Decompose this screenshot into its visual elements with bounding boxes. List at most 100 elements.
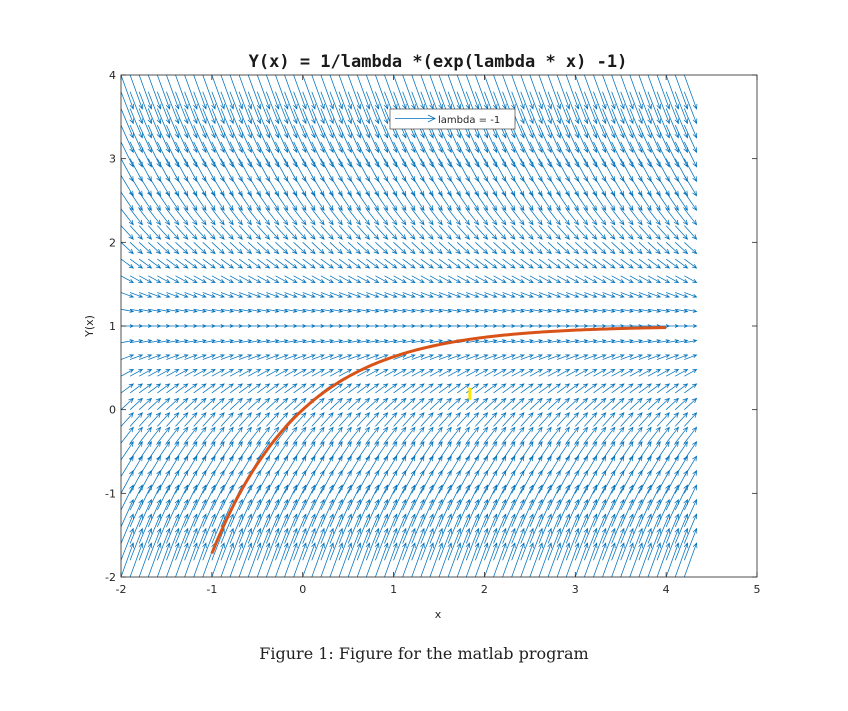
field-arrow [148, 339, 162, 344]
field-arrow [465, 527, 480, 561]
field-arrow [475, 242, 489, 255]
field-arrow [665, 426, 679, 444]
field-arrow [329, 141, 343, 168]
field-arrow [229, 108, 243, 139]
field-arrow [447, 354, 462, 360]
field-arrow [420, 426, 434, 444]
y-tick-label: -1 [105, 487, 116, 500]
field-arrow [602, 225, 616, 240]
field-arrow [465, 498, 479, 527]
solution-curve [210, 326, 667, 554]
field-arrow [121, 242, 134, 255]
field-arrow [638, 308, 653, 313]
field-arrow [502, 191, 516, 211]
field-arrow [275, 175, 289, 197]
field-arrow [302, 441, 316, 461]
field-arrow [238, 455, 252, 477]
field-arrow [393, 484, 407, 511]
field-arrow [684, 426, 698, 444]
field-arrow [375, 108, 389, 139]
field-arrow [684, 242, 698, 255]
field-arrow [157, 441, 171, 461]
field-arrow [656, 242, 670, 255]
field-arrow [166, 354, 180, 360]
field-arrow [129, 141, 143, 168]
field-arrow [293, 275, 307, 284]
field-arrow [184, 108, 198, 139]
field-arrow [256, 527, 271, 561]
field-arrow [429, 191, 443, 211]
field-arrow [284, 426, 298, 444]
field-arrow [166, 225, 180, 240]
field-arrow [575, 397, 589, 410]
field-arrow [620, 108, 634, 139]
field-arrow [184, 498, 198, 527]
field-arrow [193, 141, 207, 168]
field-arrow [211, 354, 225, 360]
field-arrow [511, 208, 525, 226]
field-arrow [429, 339, 444, 344]
field-arrow [193, 175, 207, 197]
field-arrow [220, 527, 234, 561]
field-arrow [547, 412, 561, 427]
field-arrow [593, 484, 607, 511]
field-arrow [238, 108, 252, 139]
field-arrow [447, 397, 462, 410]
field-arrow [593, 397, 607, 410]
field-arrow [420, 354, 434, 360]
field-arrow [557, 339, 571, 344]
field-arrow [366, 368, 380, 377]
field-arrow [611, 108, 625, 139]
field-arrow [565, 542, 580, 577]
field-arrow [275, 258, 289, 269]
field-arrow [538, 354, 553, 360]
field-arrow [293, 354, 307, 360]
field-arrow [665, 141, 679, 168]
field-arrow [138, 397, 153, 410]
field-arrow [429, 275, 443, 284]
field-arrow [538, 542, 552, 577]
field-arrow [574, 191, 589, 211]
field-arrow [211, 542, 225, 577]
field-arrow [129, 513, 143, 544]
field-arrow [556, 258, 571, 269]
field-arrow [247, 484, 261, 511]
field-arrow [565, 191, 579, 211]
field-arrow [529, 292, 543, 298]
field-arrow [338, 141, 352, 168]
field-arrow [211, 412, 225, 427]
field-arrow [338, 484, 352, 511]
field-arrow [284, 498, 298, 527]
field-arrow [193, 441, 207, 461]
field-arrow [475, 175, 489, 197]
field-arrow [148, 275, 162, 284]
field-arrow [602, 141, 616, 168]
field-arrow [138, 383, 153, 394]
field-arrow [511, 339, 525, 344]
field-arrow [593, 275, 607, 284]
field-arrow [175, 513, 189, 544]
field-arrow [257, 397, 271, 410]
field-arrow [629, 354, 643, 360]
field-arrow [665, 208, 679, 226]
field-arrow [202, 141, 216, 168]
field-arrow [184, 426, 198, 444]
field-arrow [220, 191, 234, 211]
field-arrow [121, 383, 135, 394]
field-arrow [647, 208, 661, 226]
field-arrow [520, 108, 534, 139]
field-arrow [311, 75, 325, 110]
field-arrow [348, 308, 362, 313]
field-arrow [129, 397, 144, 410]
field-arrow [366, 354, 380, 360]
field-arrow [629, 141, 643, 168]
field-arrow [447, 383, 462, 394]
field-arrow [493, 258, 507, 269]
field-arrow [357, 354, 371, 360]
field-arrow [129, 275, 144, 284]
field-arrow [229, 513, 243, 544]
field-arrow [384, 175, 398, 197]
field-arrow [493, 339, 507, 344]
field-arrow [338, 513, 352, 544]
field-arrow [520, 339, 534, 344]
